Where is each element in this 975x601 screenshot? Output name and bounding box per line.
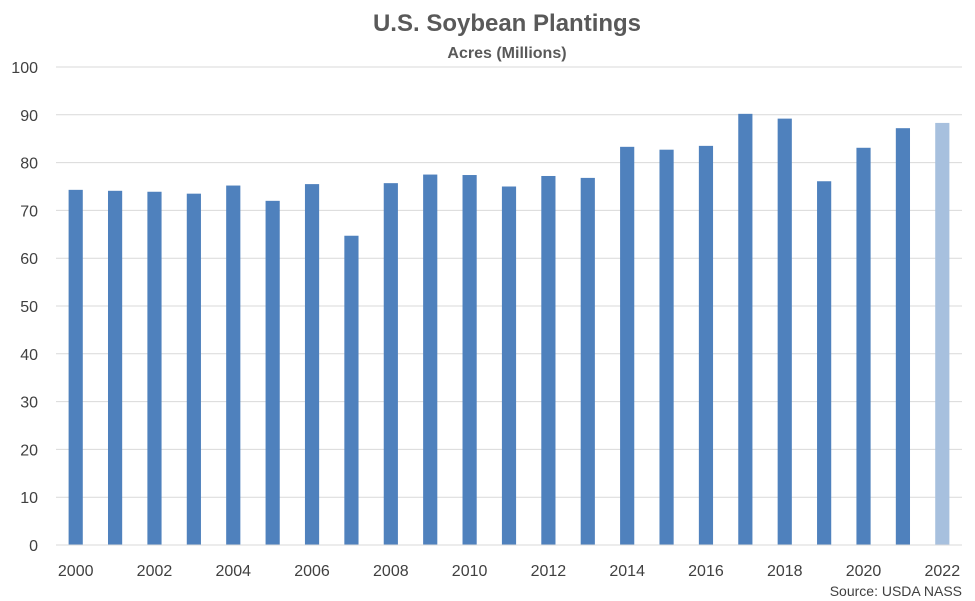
- x-tick-label-2018: 2018: [767, 563, 803, 580]
- y-tick-label-60: 60: [20, 251, 38, 268]
- bar-2005: [265, 200, 280, 545]
- y-tick-label-0: 0: [29, 538, 38, 555]
- x-tick-label-2022: 2022: [925, 563, 961, 580]
- bar-2009: [423, 174, 438, 546]
- y-tick-label-100: 100: [11, 60, 38, 77]
- x-tick-label-2000: 2000: [58, 563, 94, 580]
- bar-2008: [383, 183, 398, 546]
- x-tick-label-2020: 2020: [846, 563, 882, 580]
- bars: [68, 113, 950, 546]
- x-tick-label-2002: 2002: [137, 563, 173, 580]
- y-tick-label-30: 30: [20, 395, 38, 412]
- y-tick-label-50: 50: [20, 299, 38, 316]
- bar-2006: [304, 184, 320, 546]
- source-note: Source: USDA NASS: [830, 583, 962, 599]
- x-tick-label-2010: 2010: [452, 563, 488, 580]
- x-axis-tick-labels: 2000 2002 2004 2006 2008 2010 2012 2014 2016 2018…: [58, 563, 960, 580]
- bar-2002: [147, 191, 162, 545]
- y-tick-label-80: 80: [20, 156, 38, 173]
- bar-2014: [620, 146, 635, 546]
- chart-title: U.S. Soybean Plantings: [373, 10, 641, 37]
- y-tick-label-70: 70: [20, 203, 38, 220]
- x-tick-label-2016: 2016: [688, 563, 724, 580]
- y-axis-tick-labels: 0 10 20 30 40 50 60 70 80 90 100: [11, 60, 38, 555]
- bar-2018: [777, 118, 792, 546]
- y-tick-label-20: 20: [20, 442, 38, 459]
- bar-2022: [935, 122, 950, 546]
- y-tick-label-90: 90: [20, 108, 38, 125]
- bar-2000: [68, 189, 83, 545]
- bar-2003: [186, 193, 201, 546]
- bar-2011: [501, 186, 517, 545]
- bar-2007: [344, 235, 359, 545]
- bar-2016: [698, 145, 714, 545]
- bar-2013: [580, 177, 595, 545]
- x-tick-label-2012: 2012: [531, 563, 567, 580]
- x-tick-label-2004: 2004: [215, 563, 251, 580]
- x-tick-label-2006: 2006: [294, 563, 330, 580]
- bar-2001: [107, 190, 123, 545]
- bar-2010: [462, 175, 477, 545]
- bar-2019: [817, 181, 832, 545]
- bar-2015: [659, 149, 674, 545]
- y-tick-label-10: 10: [20, 490, 38, 507]
- bar-2021: [895, 128, 911, 545]
- chart-subtitle: Acres (Millions): [447, 45, 566, 62]
- x-tick-label-2008: 2008: [373, 563, 409, 580]
- x-tick-label-2014: 2014: [609, 563, 645, 580]
- bar-2020: [856, 147, 871, 546]
- bar-2012: [541, 175, 556, 545]
- bar-2004: [226, 185, 241, 545]
- y-tick-label-40: 40: [20, 347, 38, 364]
- bar-2017: [738, 113, 753, 546]
